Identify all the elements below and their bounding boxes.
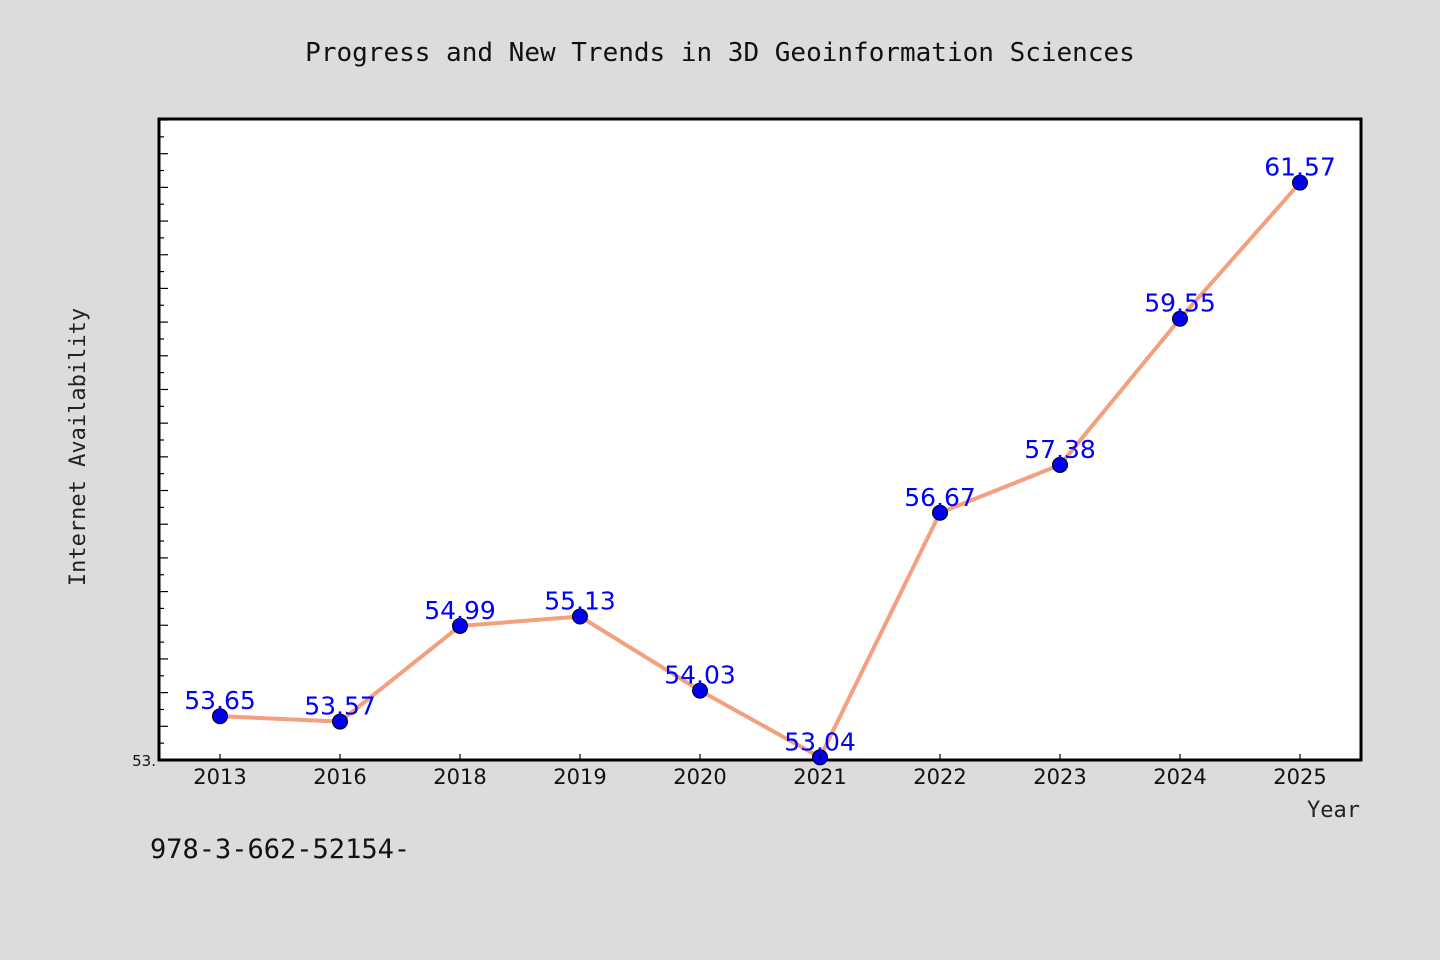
series-line-group [218, 180, 1302, 760]
data-point [932, 504, 948, 521]
data-label: 55.13 [544, 587, 616, 616]
data-point [452, 617, 468, 634]
series-markers [212, 174, 1308, 766]
data-label: 61.57 [1264, 153, 1336, 182]
data-label: 56.67 [904, 483, 976, 512]
data-label: 53.57 [304, 692, 376, 721]
data-point [1172, 310, 1188, 327]
data-label: 57.38 [1024, 435, 1096, 464]
x-tick-label: 2016 [313, 765, 366, 789]
y-axis-ticks [160, 119, 168, 761]
data-label: 54.03 [664, 661, 736, 690]
data-point [692, 682, 708, 699]
data-labels: 53.65 53.57 54.99 55.13 54.03 53.04 56.67 57.38… [184, 153, 1336, 757]
x-tick-label: 2020 [673, 765, 726, 789]
x-tick-label: 2025 [1273, 765, 1326, 789]
x-tick-label: 2018 [433, 765, 486, 789]
chart-title: Progress and New Trends in 3D Geoinforma… [305, 38, 1135, 68]
data-label: 53.04 [784, 727, 856, 756]
plot-area [157, 117, 1363, 762]
data-point [332, 713, 348, 730]
data-point [212, 708, 228, 725]
y-tick-label: 53. [132, 752, 156, 770]
data-label: 54.99 [424, 596, 496, 625]
data-point [1292, 174, 1308, 191]
data-point [572, 608, 588, 625]
x-tick-label: 2019 [553, 765, 606, 789]
data-label: 59.55 [1144, 289, 1216, 318]
x-tick-label: 2024 [1153, 765, 1206, 789]
series-line [218, 180, 1302, 760]
footer-code: 978-3-662-52154- [150, 834, 411, 865]
x-tick-label: 2022 [913, 765, 966, 789]
data-point [1052, 456, 1068, 473]
x-tick-label: 2013 [193, 765, 246, 789]
x-axis-label: Year [1307, 798, 1360, 823]
x-tick-label: 2021 [793, 765, 846, 789]
x-tick-label: 2023 [1033, 765, 1086, 789]
y-axis-label: Internet Availability [66, 308, 91, 586]
x-axis-ticks: 2013 2016 2018 2019 2020 2021 2022 2023 2024 2025 [193, 754, 1327, 789]
data-label: 53.65 [184, 686, 256, 715]
